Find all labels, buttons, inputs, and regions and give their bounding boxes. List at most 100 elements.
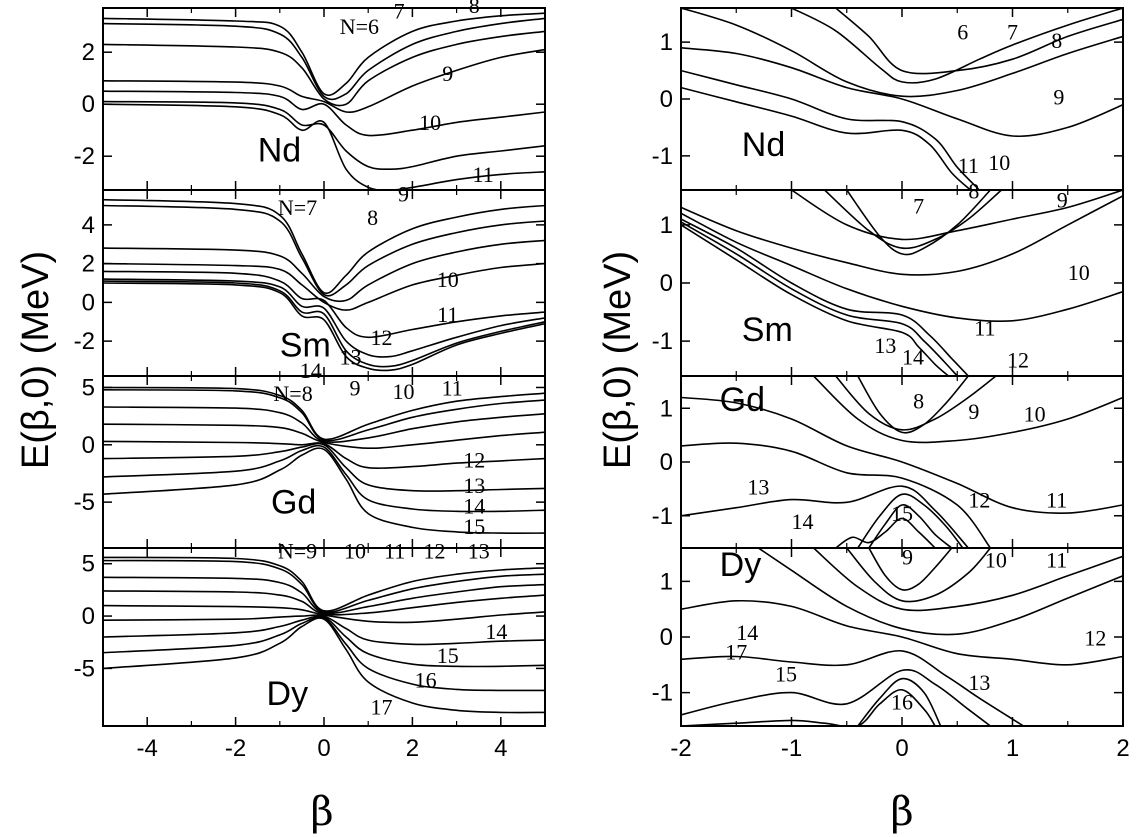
series-line: [103, 100, 545, 171]
curve-label: 12: [968, 488, 990, 513]
curve-label: 17: [370, 694, 392, 719]
y-tick-label: -2: [74, 328, 95, 355]
curve-label: 14: [792, 509, 814, 534]
curve-label: 11: [1046, 488, 1067, 513]
y-tick-label: 2: [82, 251, 95, 278]
series-line: [857, 677, 942, 726]
x-tick-label: -2: [670, 735, 691, 762]
curve-label: 6: [957, 19, 968, 44]
curve-label: N=8: [273, 381, 312, 406]
series-line: [681, 396, 1123, 514]
curve-label: 11: [974, 315, 995, 340]
curve-label: 7: [394, 0, 405, 23]
curve-label: 12: [370, 325, 392, 350]
curve-label: 11: [437, 302, 458, 327]
y-tick-label: 1: [660, 568, 673, 595]
series-line: [103, 103, 545, 190]
series-line: [846, 190, 991, 256]
curve-label: 13: [468, 538, 490, 563]
series-line: [681, 69, 980, 190]
curve-label: 14: [902, 344, 924, 369]
series-line: [835, 8, 1123, 75]
series-line: [681, 668, 991, 726]
curve-label: 9: [902, 545, 913, 570]
curve-label: 10: [1024, 402, 1046, 427]
series-line: [103, 556, 545, 612]
y-tick-label: 2: [82, 39, 95, 66]
panel-element-label: Sm: [280, 327, 331, 365]
y-tick-label: -1: [652, 503, 673, 530]
series-line: [103, 204, 545, 297]
curve-label: 10: [985, 547, 1007, 572]
series-line: [103, 12, 545, 97]
series-line: [103, 617, 545, 714]
right-y-axis-title: E(β,0) (MeV): [597, 251, 639, 469]
y-tick-label: -2: [74, 143, 95, 170]
series-line: [103, 386, 545, 441]
y-tick-label: 0: [660, 449, 673, 476]
curve-label: 10: [419, 110, 441, 135]
series-line: [681, 688, 936, 726]
series-line: [813, 548, 1123, 612]
series-line: [103, 559, 545, 614]
series-line: [681, 650, 1024, 726]
series-line: [681, 212, 1123, 323]
panel-element-label: Dy: [720, 546, 762, 584]
series-line: [868, 504, 953, 548]
curve-label: 13: [874, 333, 896, 358]
y-tick-label: 5: [82, 374, 95, 401]
curve-label: 7: [1007, 19, 1018, 44]
curve-label: 13: [340, 344, 362, 369]
curves: [681, 8, 1123, 190]
curves: [681, 376, 1123, 548]
curve-label: 16: [415, 667, 437, 692]
series-line: [103, 406, 545, 443]
curve-label: 9: [398, 182, 409, 207]
curve-label: 9: [1057, 187, 1068, 212]
y-tick-label: 0: [82, 289, 95, 316]
series-line: [103, 423, 545, 450]
series-line: [103, 616, 545, 692]
series-line: [681, 221, 958, 376]
curves: [103, 12, 545, 190]
curve-label: 17: [725, 639, 747, 664]
y-tick-label: 0: [82, 432, 95, 459]
curve-label: 13: [463, 473, 485, 498]
x-tick-label: 1: [1006, 735, 1019, 762]
y-tick-label: -5: [74, 489, 95, 516]
right-x-axis-title: β: [890, 789, 913, 835]
x-tick-label: 2: [1116, 735, 1129, 762]
y-tick-label: 0: [660, 270, 673, 297]
panel-left-2: -2 0 2 4 Sm N=7 89 10 11 12 13 14: [74, 182, 546, 383]
y-tick-label: 1: [660, 395, 673, 422]
y-tick-label: 1: [660, 212, 673, 239]
curve-label: 10: [437, 267, 459, 292]
series-line: [846, 548, 992, 603]
curve-label: 8: [367, 205, 378, 230]
curve-label: 12: [463, 448, 485, 473]
curve-label: 10: [344, 538, 366, 563]
series-line: [835, 376, 997, 431]
series-line: [681, 195, 1123, 276]
curve-label: 9: [968, 399, 979, 424]
curve-label: 11: [1046, 547, 1067, 572]
series-line: [103, 17, 545, 101]
curve-label: 10: [393, 379, 415, 404]
series-line: [103, 30, 545, 107]
curve-label: 9: [442, 61, 453, 86]
panel-left-1: -2 0 2 Nd N=6 7 8 910 11: [74, 0, 546, 191]
x-tick-label: 2: [406, 735, 419, 762]
series-line: [103, 278, 545, 358]
series-line: [868, 548, 953, 591]
panel-right-3: -1 0 1 Gd 8 9 10 11 12 13 14 15: [652, 375, 1124, 549]
panel-element-label: Gd: [271, 484, 316, 522]
series-line: [103, 615, 545, 668]
left-y-axis-title: E(β,0) (MeV): [15, 251, 57, 469]
y-tick-label: 5: [82, 551, 95, 578]
curve-label: 14: [300, 358, 322, 383]
series-line: [103, 604, 545, 624]
curve-label: N=7: [278, 195, 317, 220]
